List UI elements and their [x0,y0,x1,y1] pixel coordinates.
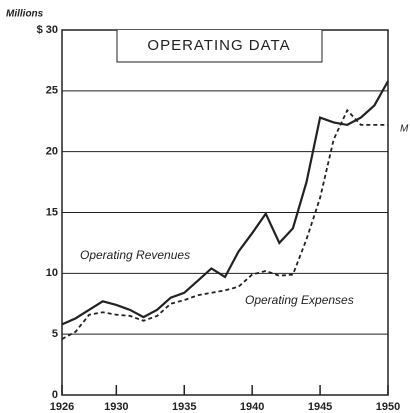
x-tick-label: 1935 [172,401,196,413]
y-tick-label: 0 [52,389,58,401]
x-tick-label: 1950 [376,401,400,413]
x-tick-label: 1926 [50,401,74,413]
y-axis-label: Millions [6,9,44,20]
annotation: M [400,124,409,135]
title-box [116,30,323,63]
x-tick-label: 1945 [308,401,332,413]
y-tick-label: 10 [46,267,58,279]
y-tick-label: $ 30 [37,24,58,36]
series-label: Operating Expenses [245,293,354,307]
chart-title: OPERATING DATA [147,37,290,54]
y-tick-label: 20 [46,146,58,158]
series-line [61,80,389,326]
series-label: Operating Revenues [80,248,190,262]
x-tick-label: 1940 [240,401,264,413]
series-line [61,108,388,340]
y-tick-label: 5 [52,328,58,340]
x-tick-label: 1930 [104,401,128,413]
y-tick-label: 15 [46,206,58,218]
y-tick-label: 25 [46,85,58,97]
